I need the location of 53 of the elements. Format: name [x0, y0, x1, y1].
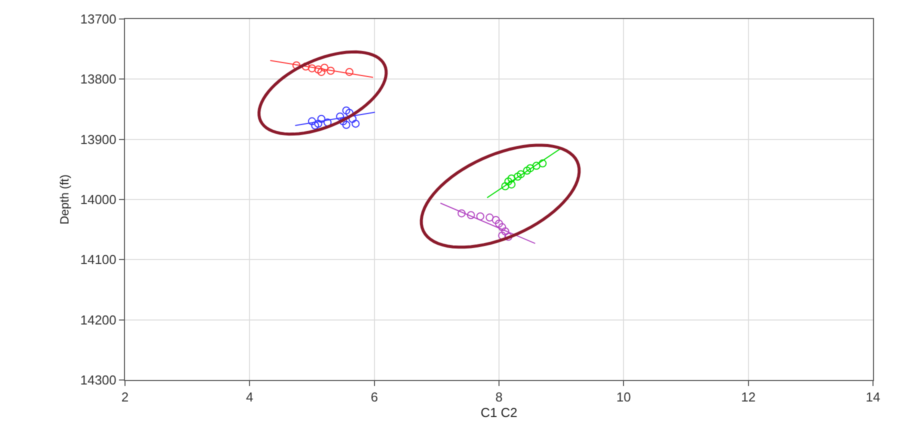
point [514, 172, 522, 181]
point [498, 232, 506, 240]
point [504, 177, 512, 186]
point [523, 166, 532, 175]
point [345, 68, 354, 76]
point [311, 121, 320, 130]
point [320, 64, 328, 72]
x-tick-label: 12 [741, 390, 756, 405]
point [317, 114, 326, 123]
point [458, 209, 466, 218]
point [308, 117, 316, 126]
point [339, 117, 348, 126]
point [507, 174, 516, 182]
point [526, 164, 534, 172]
point [532, 162, 540, 170]
point [507, 180, 516, 188]
point [302, 62, 310, 71]
point [342, 106, 350, 114]
y-tick-label: 14000 [80, 192, 116, 208]
x-tick-label: 8 [495, 390, 503, 405]
point [476, 212, 484, 220]
x-tick-label: 2 [121, 390, 129, 405]
x-tick-label: 6 [370, 390, 378, 405]
x-tick-label: 10 [616, 390, 631, 405]
y-tick-label: 13900 [80, 132, 116, 147]
point [498, 223, 506, 232]
point [317, 68, 326, 76]
x-tick-label: 14 [866, 390, 880, 405]
y-tick-label: 13800 [80, 72, 116, 87]
point [352, 120, 360, 128]
y-tick-label: 14200 [80, 312, 116, 328]
point [466, 211, 475, 220]
point [501, 182, 510, 190]
point [342, 120, 350, 129]
point [495, 220, 503, 228]
x-axis-title: C1 C2 [480, 405, 518, 420]
y-tick-label: 13700 [80, 12, 116, 27]
point [314, 120, 322, 128]
point [486, 214, 494, 222]
point [516, 170, 525, 178]
point [501, 227, 510, 236]
point [336, 112, 344, 120]
x-tick-label: 4 [246, 390, 254, 405]
point [324, 118, 332, 126]
point [326, 66, 335, 75]
point [308, 64, 316, 72]
point [504, 232, 512, 241]
y-tick-label: 14100 [80, 252, 116, 268]
y-axis-title: Depth (ft) [58, 174, 72, 225]
point [538, 159, 547, 168]
point [314, 66, 322, 74]
y-tick-label: 14300 [80, 372, 116, 388]
point [492, 216, 500, 224]
